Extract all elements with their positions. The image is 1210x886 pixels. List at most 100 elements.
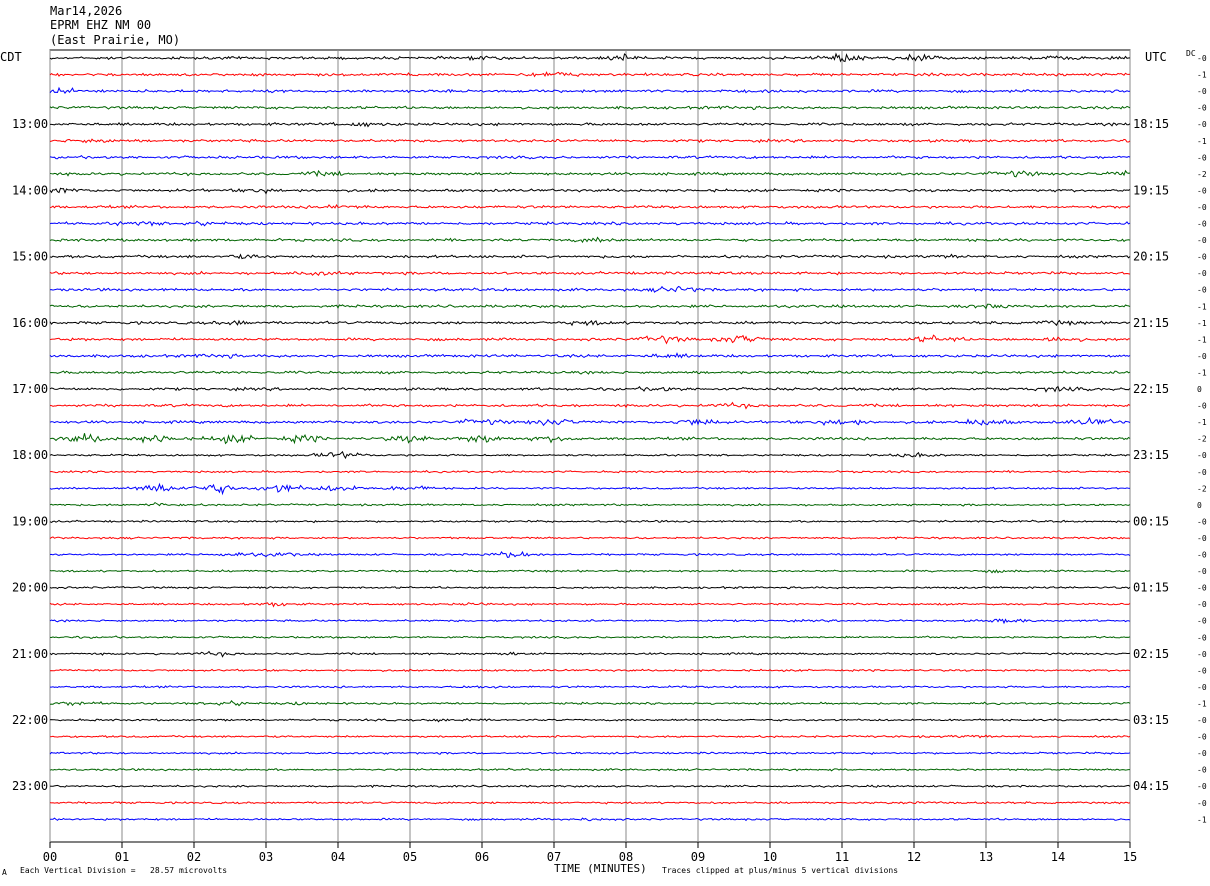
trace-23 [49, 433, 1131, 445]
dc-offset-20: 0 [1197, 385, 1202, 394]
trace-44 [49, 784, 1131, 789]
dc-offset-30: -0 [1197, 551, 1207, 560]
dc-offset-6: -0 [1197, 153, 1207, 162]
trace-40 [49, 718, 1131, 723]
dc-offset-28: -0 [1197, 517, 1207, 526]
dc-offset-12: -0 [1197, 253, 1207, 262]
dc-offset-22: -1 [1197, 418, 1207, 427]
dc-offset-42: -0 [1197, 749, 1207, 758]
dc-offset-19: -1 [1197, 368, 1207, 377]
dc-offset-0: -0 [1197, 54, 1207, 63]
dc-offset-25: -0 [1197, 468, 1207, 477]
dc-offset-46: -1 [1197, 815, 1207, 824]
dc-offset-1: -1 [1197, 71, 1207, 80]
left-time-label-1: 14:00 [12, 183, 48, 197]
x-tick-label-15: 15 [1123, 850, 1137, 864]
trace-41 [49, 734, 1131, 739]
trace-19 [49, 370, 1131, 375]
dc-offset-33: -0 [1197, 600, 1207, 609]
trace-43 [49, 767, 1130, 772]
left-time-label-8: 21:00 [12, 647, 48, 661]
trace-17 [49, 334, 1131, 345]
x-tick-label-13: 13 [979, 850, 993, 864]
dc-offset-8: -0 [1197, 186, 1207, 195]
trace-30 [49, 550, 1131, 558]
dc-offset-5: -1 [1197, 137, 1207, 146]
trace-15 [49, 303, 1131, 310]
x-tick-label-01: 01 [115, 850, 129, 864]
dc-offset-13: -0 [1197, 269, 1207, 278]
dc-offset-40: -0 [1197, 716, 1207, 725]
trace-26 [49, 482, 1131, 496]
trace-11 [49, 236, 1131, 244]
trace-5 [49, 138, 1131, 144]
trace-36 [49, 650, 1131, 658]
trace-14 [49, 285, 1131, 293]
left-time-label-10: 23:00 [12, 779, 48, 793]
right-time-label-2: 20:15 [1133, 250, 1169, 264]
x-tick-label-09: 09 [691, 850, 705, 864]
dc-offset-24: -0 [1197, 451, 1207, 460]
left-time-label-6: 19:00 [12, 514, 48, 528]
trace-10 [49, 220, 1131, 227]
utc-label: UTC [1145, 50, 1167, 64]
trace-18 [49, 352, 1131, 359]
dc-offset-23: -2 [1197, 435, 1207, 444]
dc-label: DC [1186, 49, 1196, 58]
trace-20 [49, 385, 1131, 393]
right-time-label-7: 01:15 [1133, 581, 1169, 595]
right-time-label-4: 22:15 [1133, 382, 1169, 396]
footer-division-note: Each Vertical Division = 28.57 microvolt… [20, 866, 228, 875]
trace-42 [49, 751, 1131, 755]
dc-offset-3: -0 [1197, 104, 1207, 113]
right-time-label-3: 21:15 [1133, 316, 1169, 330]
dc-offset-41: -0 [1197, 733, 1207, 742]
trace-25 [49, 469, 1131, 474]
plot-frame [49, 49, 1131, 843]
header-date: Mar14,2026 [50, 4, 123, 18]
trace-22 [49, 416, 1131, 427]
x-tick-label-03: 03 [259, 850, 273, 864]
trace-37 [49, 668, 1131, 673]
trace-8 [49, 187, 1131, 195]
trace-33 [49, 601, 1131, 608]
dc-offset-37: -0 [1197, 666, 1207, 675]
dc-offset-43: -0 [1197, 766, 1207, 775]
dc-offset-10: -0 [1197, 220, 1207, 229]
trace-0 [49, 52, 1131, 63]
left-time-label-3: 16:00 [12, 316, 48, 330]
x-tick-label-04: 04 [331, 850, 345, 864]
dc-offset-38: -0 [1197, 683, 1207, 692]
right-time-label-9: 03:15 [1133, 713, 1169, 727]
right-time-label-0: 18:15 [1133, 117, 1169, 131]
dc-offset-31: -0 [1197, 567, 1207, 576]
dc-offset-2: -0 [1197, 87, 1207, 96]
footer-clip-note: Traces clipped at plus/minus 5 vertical … [662, 866, 899, 875]
trace-28 [49, 519, 1131, 524]
trace-16 [49, 319, 1131, 327]
dc-offset-16: -1 [1197, 319, 1207, 328]
trace-38 [50, 685, 1131, 689]
trace-32 [49, 585, 1131, 590]
x-tick-label-10: 10 [763, 850, 777, 864]
x-tick-label-11: 11 [835, 850, 849, 864]
trace-7 [49, 169, 1131, 178]
header-location: (East Prairie, MO) [50, 33, 181, 47]
dc-offset-18: -0 [1197, 352, 1207, 361]
dc-offset-29: -0 [1197, 534, 1207, 543]
x-tick-label-14: 14 [1051, 850, 1065, 864]
x-tick-label-12: 12 [907, 850, 921, 864]
trace-34 [49, 618, 1131, 625]
trace-29 [49, 536, 1131, 540]
trace-35 [49, 635, 1131, 640]
trace-31 [49, 569, 1131, 574]
dc-offset-44: -0 [1197, 782, 1207, 791]
header-station: EPRM EHZ NM 00 [50, 18, 152, 32]
x-tick-label-07: 07 [547, 850, 561, 864]
dc-offset-26: -2 [1197, 484, 1207, 493]
dc-offset-27: 0 [1197, 501, 1202, 510]
trace-1 [49, 71, 1131, 78]
dc-offset-14: -0 [1197, 286, 1207, 295]
label-layer: 00 01 02 03 04 05 06 07 08 09 10 11 12 13 14 15-0-1-0-0… [12, 54, 1207, 864]
dc-offset-9: -0 [1197, 203, 1207, 212]
